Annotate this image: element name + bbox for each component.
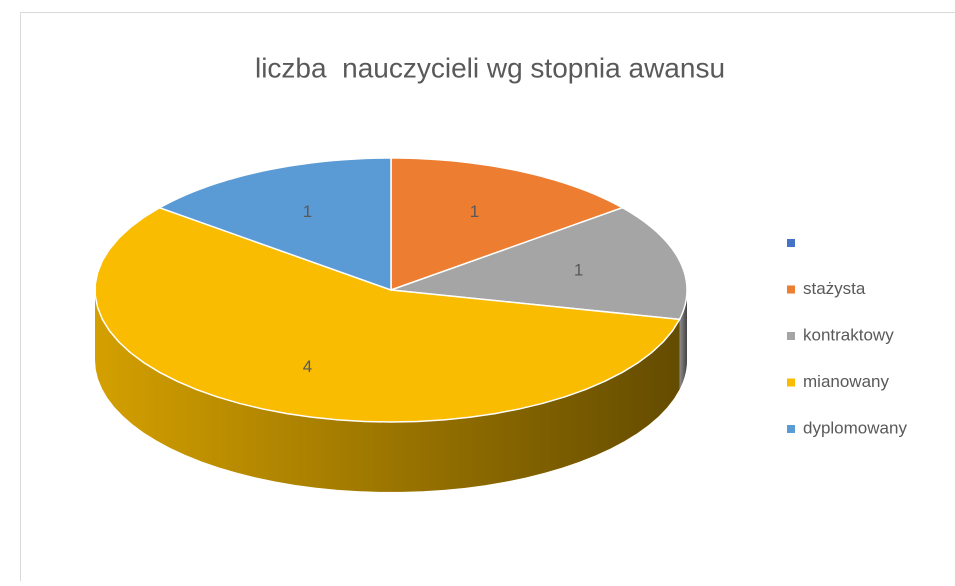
data-label: 1	[303, 202, 312, 221]
legend-marker	[787, 239, 795, 247]
data-label: 4	[303, 357, 312, 376]
legend-label: kontraktowy	[803, 325, 894, 344]
data-label: 1	[470, 202, 479, 221]
legend-label: mianowany	[803, 372, 889, 391]
legend-marker	[787, 286, 795, 294]
legend-marker	[787, 332, 795, 340]
legend-label: dyplomowany	[803, 418, 907, 437]
legend-marker	[787, 379, 795, 387]
legend-label: stażysta	[803, 279, 866, 298]
chart-title: liczba nauczycieli wg stopnia awansu	[255, 52, 725, 83]
data-label: 1	[574, 260, 583, 279]
legend-marker	[787, 425, 795, 433]
